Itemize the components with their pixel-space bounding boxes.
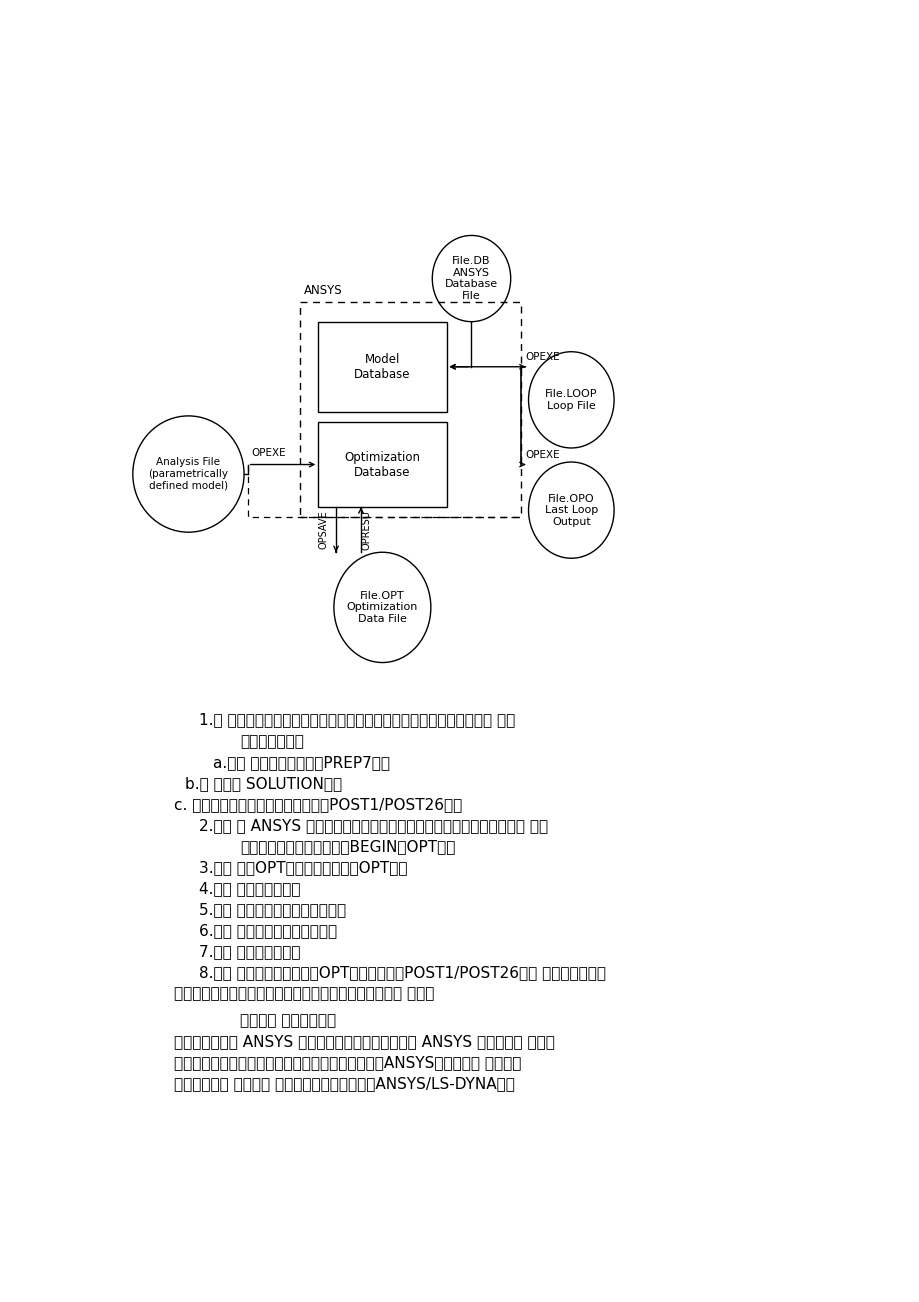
- Text: 6.　　 指定优化循环控制方式。: 6. 指定优化循环控制方式。: [199, 923, 337, 939]
- Text: 2.　　 在 ANSYS 数据库里建立与分析文件中变量相对应的参数。这一步 是标: 2. 在 ANSYS 数据库里建立与分析文件中变量相对应的参数。这一步 是标: [199, 818, 548, 833]
- Bar: [300, 302, 521, 517]
- Text: 3.　　 进入OPT，指定分析文件（OPT）。: 3. 进入OPT，指定分析文件（OPT）。: [199, 861, 407, 875]
- Text: 分析文件生成是 ANSYS 优化设计过程中的关键部分。 ANSYS 程序运用分 析文件: 分析文件生成是 ANSYS 优化设计过程中的关键部分。 ANSYS 程序运用分 …: [174, 1035, 554, 1049]
- Text: 第一步： 生成分析文件: 第一步： 生成分析文件: [240, 1013, 335, 1029]
- Text: File.DB
ANSYS
Database
File: File.DB ANSYS Database File: [445, 256, 497, 301]
- Text: （结构，热， 电磁等， 线性或非线性）。（注：ANSYS/LS-DYNA的显: （结构，热， 电磁等， 线性或非线性）。（注：ANSYS/LS-DYNA的显: [174, 1077, 515, 1091]
- Text: OPEXE: OPEXE: [525, 352, 559, 362]
- Text: 满足以下条件：: 满足以下条件：: [240, 734, 303, 749]
- Text: Model
Database: Model Database: [354, 353, 410, 380]
- Text: 的细节在下面列出。批处理方式和交互方式的区别也同时 指出。: 的细节在下面列出。批处理方式和交互方式的区别也同时 指出。: [174, 987, 434, 1001]
- Text: 8.　　 查看设计序列结果（OPT）和后处理（POST1/POST26）。 　优化设计步骤: 8. 查看设计序列结果（OPT）和后处理（POST1/POST26）。 优化设计…: [199, 965, 606, 980]
- Text: 7.　　 进行优化分析。: 7. 进行优化分析。: [199, 944, 301, 960]
- Text: b.　 求解（ SOLUTION）。: b. 求解（ SOLUTION）。: [185, 776, 342, 790]
- Bar: [318, 322, 446, 411]
- Text: 准的做法，但不是必须的（BEGIN或OPT）。: 准的做法，但不是必须的（BEGIN或OPT）。: [240, 838, 455, 854]
- Text: OPEXE: OPEXE: [525, 449, 559, 460]
- Bar: [318, 422, 446, 508]
- Text: a.　　 参数化建立模型（PREP7）。: a. 参数化建立模型（PREP7）。: [213, 755, 390, 769]
- Text: ANSYS: ANSYS: [303, 284, 342, 297]
- Text: Optimization
Database: Optimization Database: [344, 450, 420, 479]
- Text: OPSAVE: OPSAVE: [318, 510, 328, 549]
- Text: 4.　　 声明优化变量。: 4. 声明优化变量。: [199, 881, 301, 896]
- Text: c. 提取并指定状态变量和目标函数（POST1/POST26）。: c. 提取并指定状态变量和目标函数（POST1/POST26）。: [174, 797, 462, 812]
- Text: OPRESU: OPRESU: [361, 510, 371, 549]
- Text: File.LOOP
Loop File: File.LOOP Loop File: [544, 389, 597, 410]
- Text: Analysis File
(parametrically
defined model): Analysis File (parametrically defined mo…: [148, 457, 228, 491]
- Text: File.OPO
Last Loop
Output: File.OPO Last Loop Output: [544, 493, 597, 527]
- Text: 1.　 生成循环所用的分析文件。该文件必须包括整个分析的过程，而且 必须: 1. 生成循环所用的分析文件。该文件必须包括整个分析的过程，而且 必须: [199, 712, 515, 728]
- Text: 构造循环文件，进行循环分析。分析文件中可以包括ANSYS提供的任意 分析类型: 构造循环文件，进行循环分析。分析文件中可以包括ANSYS提供的任意 分析类型: [174, 1056, 521, 1070]
- Text: 5.　　 选择优化工具或优化方法。: 5. 选择优化工具或优化方法。: [199, 902, 346, 917]
- Text: File.OPT
Optimization
Data File: File.OPT Optimization Data File: [346, 591, 417, 624]
- Text: OPEXE: OPEXE: [251, 448, 286, 457]
